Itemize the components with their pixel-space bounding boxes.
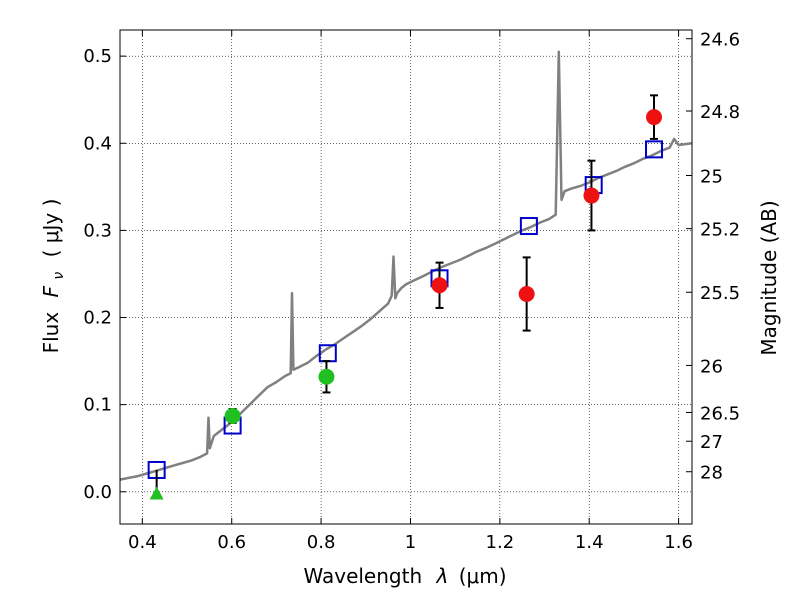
y-axis-label: Flux F ν ( μJy ) bbox=[39, 199, 68, 354]
x-tick-label: 1.2 bbox=[486, 532, 515, 553]
red-data-point bbox=[518, 285, 535, 302]
spectrum-layer bbox=[119, 50, 693, 481]
y-axis-label-prefix: Flux bbox=[39, 312, 63, 354]
y2-axis-label: Magnitude (AB) bbox=[757, 200, 781, 355]
y2-tick-label: 25.2 bbox=[700, 220, 740, 241]
green-data-point bbox=[224, 407, 241, 424]
red-data-point bbox=[646, 109, 663, 126]
tick-layer: 0.4 0.6 0.8 1 1.2 1.4 1.6 0.0 0.1 0.2 0.3 0.4 0.5 24.… bbox=[83, 30, 740, 553]
y2-tick-label: 25 bbox=[700, 166, 723, 187]
x-tick-label: 0.4 bbox=[128, 532, 157, 553]
red-data-point bbox=[583, 187, 600, 204]
spectrum-line bbox=[119, 50, 693, 481]
y-tick-label: 0.3 bbox=[83, 220, 112, 241]
x-axis-label-prefix: Wavelength bbox=[303, 564, 422, 588]
y2-tick-label: 24.6 bbox=[700, 30, 740, 51]
x-tick-label: 1 bbox=[405, 532, 416, 553]
marker-layer bbox=[147, 94, 664, 500]
x-axis-label: Wavelength λ (μm) bbox=[303, 564, 506, 588]
y2-tick-label: 24.8 bbox=[700, 102, 740, 123]
y-tick-label: 0.4 bbox=[83, 133, 112, 154]
y-axis-label-unit: ( μJy ) bbox=[39, 199, 63, 258]
y-axis-label-symbol: F bbox=[39, 285, 63, 297]
x-tick-label: 1.6 bbox=[664, 532, 693, 553]
y2-tick-label: 25.5 bbox=[700, 283, 740, 304]
y-tick-label: 0.1 bbox=[83, 395, 112, 416]
y2-tick-label: 28 bbox=[700, 463, 723, 484]
y-tick-label: 0.0 bbox=[83, 482, 112, 503]
x-tick-label: 0.6 bbox=[217, 532, 246, 553]
y-tick-label: 0.5 bbox=[83, 46, 112, 67]
model-square-point bbox=[519, 217, 538, 236]
x-tick-label: 0.8 bbox=[307, 532, 336, 553]
y-tick-label: 0.2 bbox=[83, 308, 112, 329]
green-data-point bbox=[318, 368, 335, 385]
x-tick-label: 1.4 bbox=[575, 532, 604, 553]
grid-lines bbox=[120, 30, 692, 524]
model-square-point bbox=[645, 140, 664, 159]
upper-limit-triangle bbox=[149, 486, 164, 500]
y2-tick-label: 27 bbox=[700, 432, 723, 453]
y-axis-label-subscript: ν bbox=[51, 272, 67, 280]
y2-tick-label: 26.5 bbox=[700, 403, 740, 424]
plot-frame bbox=[119, 29, 693, 525]
x-axis-label-symbol: λ bbox=[436, 564, 449, 588]
x-axis-label-unit: (μm) bbox=[459, 564, 507, 588]
y2-tick-label: 26 bbox=[700, 356, 723, 377]
red-data-point bbox=[431, 277, 448, 294]
